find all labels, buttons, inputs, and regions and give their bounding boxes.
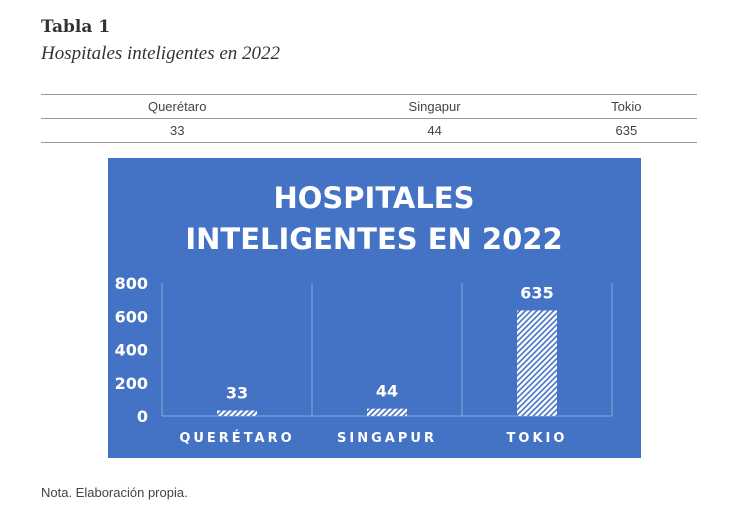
data-label: 33 [226, 384, 248, 403]
data-table: Querétaro Singapur Tokio 33 44 635 [41, 94, 697, 143]
table-label: Tabla 1 [41, 17, 111, 37]
table-cell: 44 [427, 123, 442, 138]
header-cell: Querétaro [147, 99, 207, 114]
y-tick-label: 0 [137, 407, 148, 426]
bar-chart: HOSPITALES INTELIGENTES EN 2022 0 200 400 6… [108, 158, 641, 458]
table-cell: 33 [170, 123, 185, 138]
table-cell: 635 [615, 123, 638, 138]
header-cell: Tokio [611, 99, 642, 114]
chart-title-line-2: INTELIGENTES EN 2022 [185, 222, 562, 256]
table-row: 33 44 635 [41, 119, 697, 143]
table-header-row: Querétaro Singapur Tokio [41, 94, 697, 119]
header-cell: Singapur [408, 99, 461, 114]
bar [517, 310, 557, 416]
bar [217, 410, 257, 416]
note: Nota. Elaboración propia. [41, 485, 188, 500]
chart-svg: HOSPITALES INTELIGENTES EN 2022 0 200 400 6… [115, 181, 613, 446]
y-tick-label: 400 [115, 341, 148, 360]
x-tick-label: SINGAPUR [337, 431, 437, 446]
y-tick-label: 200 [115, 374, 148, 393]
y-tick-label: 600 [115, 307, 148, 326]
bar [367, 408, 407, 416]
table-caption: Hospitales inteligentes en 2022 [41, 43, 281, 64]
data-label: 635 [520, 283, 553, 302]
x-tick-label: QUERÉTARO [179, 430, 294, 446]
data-label: 44 [376, 382, 398, 401]
x-tick-label: TOKIO [507, 431, 568, 446]
chart-title-line-1: HOSPITALES [273, 181, 474, 215]
y-tick-label: 800 [115, 274, 148, 293]
